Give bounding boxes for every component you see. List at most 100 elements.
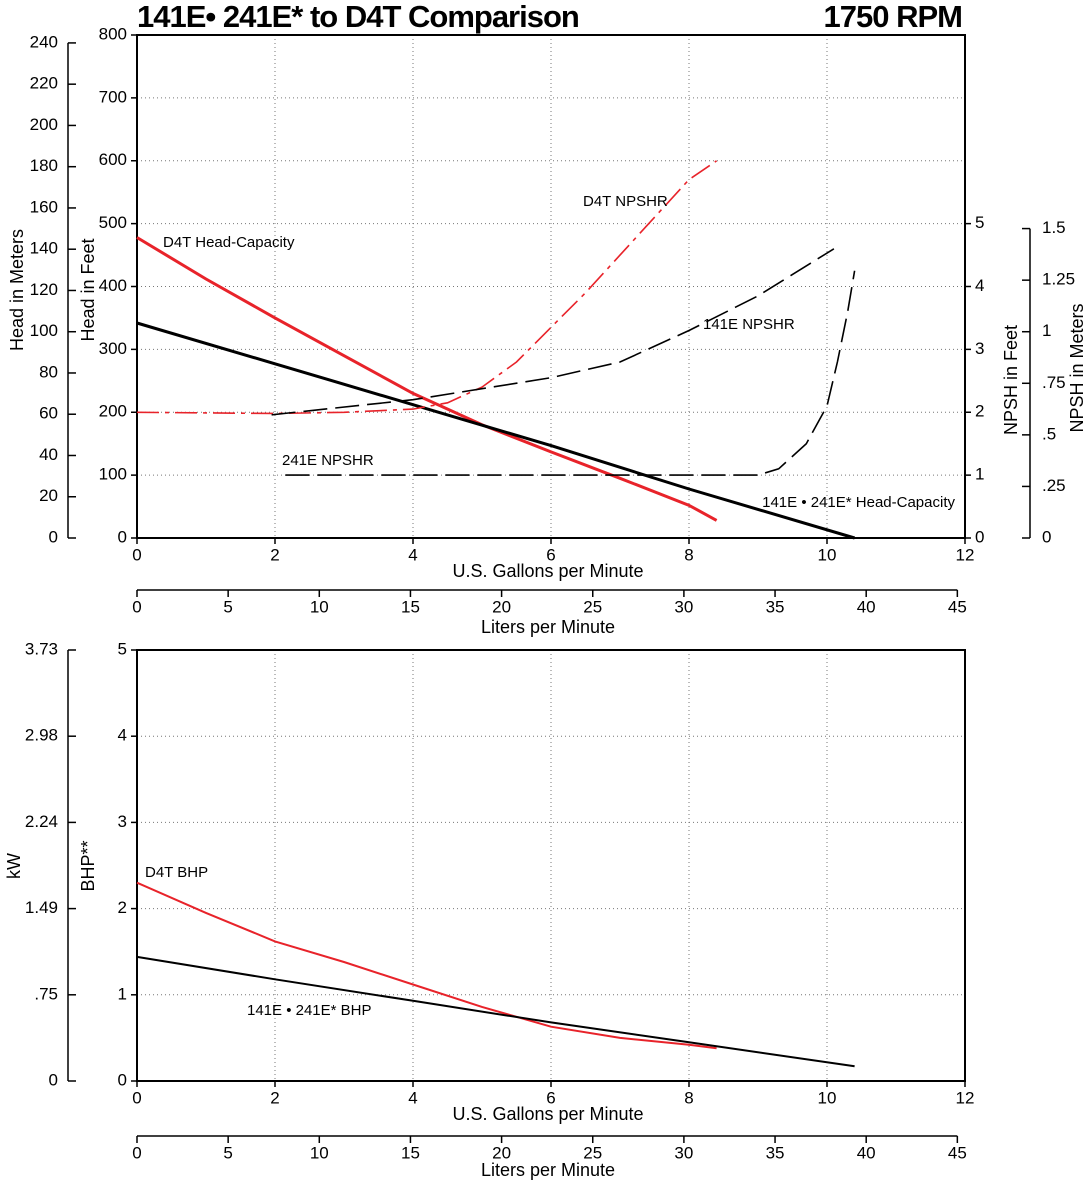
y3-axis-title: kW xyxy=(4,853,24,879)
y3-tick-label: 3.73 xyxy=(25,639,58,658)
y-tick-label: 700 xyxy=(99,87,127,106)
x-tick-label: 6 xyxy=(546,1088,555,1107)
y3-tick-label: 120 xyxy=(30,280,58,299)
x2-tick-label: 45 xyxy=(948,597,967,616)
y3-tick-label: 60 xyxy=(39,404,58,423)
y3-tick-label: 80 xyxy=(39,362,58,381)
series-line xyxy=(285,270,856,476)
x2-axis-title: Liters per Minute xyxy=(481,617,615,637)
y-tick-label: 3 xyxy=(118,812,127,831)
y4-axis-title: NPSH in Meters xyxy=(1067,303,1087,432)
y3-tick-label: 1.49 xyxy=(25,898,58,917)
x-tick-label: 12 xyxy=(956,1088,975,1107)
x-axis-title: U.S. Gallons per Minute xyxy=(452,561,643,581)
series-line xyxy=(136,955,855,1068)
series-line xyxy=(136,321,856,540)
x2-tick-label: 45 xyxy=(948,1143,967,1162)
x2-tick-label: 40 xyxy=(857,1143,876,1162)
series-label: 141E NPSHR xyxy=(703,316,795,333)
x-tick-label: 10 xyxy=(818,545,837,564)
y-tick-label: 500 xyxy=(99,213,127,232)
y4-tick-label: .25 xyxy=(1042,476,1066,495)
x-tick-label: 4 xyxy=(408,545,417,564)
y-tick-label: 0 xyxy=(118,527,127,546)
y2-axis-title: NPSH in Feet xyxy=(1001,325,1021,435)
x2-tick-label: 30 xyxy=(674,597,693,616)
y-tick-label: 2 xyxy=(118,898,127,917)
y3-tick-label: 180 xyxy=(30,156,58,175)
series-line xyxy=(136,236,718,522)
x2-tick-label: 35 xyxy=(766,597,785,616)
y3-tick-label: 140 xyxy=(30,239,58,258)
x-tick-label: 0 xyxy=(132,1088,141,1107)
y3-tick-label: 200 xyxy=(30,115,58,134)
y-tick-label: 600 xyxy=(99,150,127,169)
series-label: D4T NPSHR xyxy=(583,193,668,210)
y-tick-label: 4 xyxy=(118,726,127,745)
y3-tick-label: 220 xyxy=(30,74,58,93)
y3-tick-label: 2.24 xyxy=(25,812,58,831)
y4-tick-label: 1 xyxy=(1042,321,1051,340)
x-tick-label: 0 xyxy=(132,545,141,564)
y3-tick-label: 2.98 xyxy=(25,726,58,745)
y-tick-label: 800 xyxy=(99,24,127,43)
y-axis-title: Head in Feet xyxy=(78,238,98,341)
y2-tick-label: 1 xyxy=(975,465,984,484)
series-label: D4T BHP xyxy=(145,864,208,881)
x2-tick-label: 15 xyxy=(401,597,420,616)
series-label: 241E NPSHR xyxy=(282,452,374,469)
x-tick-label: 10 xyxy=(818,1088,837,1107)
x2-tick-label: 0 xyxy=(132,597,141,616)
y2-tick-label: 0 xyxy=(975,527,984,546)
y4-tick-label: .75 xyxy=(1042,373,1066,392)
y3-axis-title: Head in Meters xyxy=(7,229,27,351)
x2-tick-label: 25 xyxy=(583,597,602,616)
x2-tick-label: 20 xyxy=(492,597,511,616)
y4-tick-label: 0 xyxy=(1042,527,1051,546)
series-label: D4T Head-Capacity xyxy=(163,234,295,251)
x2-tick-label: 30 xyxy=(674,1143,693,1162)
x2-tick-label: 0 xyxy=(132,1143,141,1162)
y3-tick-label: 160 xyxy=(30,197,58,216)
x2-tick-label: 25 xyxy=(583,1143,602,1162)
y3-tick-label: .75 xyxy=(34,984,58,1003)
y3-tick-label: 20 xyxy=(39,486,58,505)
y3-tick-label: 40 xyxy=(39,445,58,464)
x2-tick-label: 15 xyxy=(401,1143,420,1162)
y4-tick-label: 1.25 xyxy=(1042,270,1075,289)
x-tick-label: 8 xyxy=(684,545,693,564)
series-line xyxy=(136,160,718,415)
x-tick-label: 2 xyxy=(270,1088,279,1107)
y3-tick-label: 0 xyxy=(49,527,58,546)
x2-tick-label: 35 xyxy=(766,1143,785,1162)
x2-tick-label: 5 xyxy=(223,597,232,616)
y-tick-label: 5 xyxy=(118,639,127,658)
series-label: 141E • 241E* Head-Capacity xyxy=(762,494,955,511)
y2-tick-label: 5 xyxy=(975,213,984,232)
y2-tick-label: 3 xyxy=(975,339,984,358)
y3-tick-label: 0 xyxy=(49,1070,58,1089)
y3-tick-label: 240 xyxy=(30,32,58,51)
x-tick-label: 2 xyxy=(270,545,279,564)
series-line xyxy=(271,248,835,416)
x-tick-label: 6 xyxy=(546,545,555,564)
x-tick-label: 4 xyxy=(408,1088,417,1107)
y4-tick-label: 1.5 xyxy=(1042,218,1066,237)
y4-tick-label: .5 xyxy=(1042,424,1056,443)
y-tick-label: 200 xyxy=(99,402,127,421)
x2-tick-label: 10 xyxy=(310,597,329,616)
y-tick-label: 400 xyxy=(99,276,127,295)
series-line xyxy=(136,881,717,1050)
y2-tick-label: 2 xyxy=(975,402,984,421)
y-tick-label: 100 xyxy=(99,465,127,484)
x2-tick-label: 40 xyxy=(857,597,876,616)
series-label: 141E • 241E* BHP xyxy=(247,1002,372,1019)
x-tick-label: 8 xyxy=(684,1088,693,1107)
x-axis-title: U.S. Gallons per Minute xyxy=(452,1104,643,1124)
y-tick-label: 0 xyxy=(118,1070,127,1089)
x2-axis-title: Liters per Minute xyxy=(481,1160,615,1180)
y-tick-label: 1 xyxy=(118,984,127,1003)
x2-tick-label: 5 xyxy=(223,1143,232,1162)
y2-tick-label: 4 xyxy=(975,276,984,295)
